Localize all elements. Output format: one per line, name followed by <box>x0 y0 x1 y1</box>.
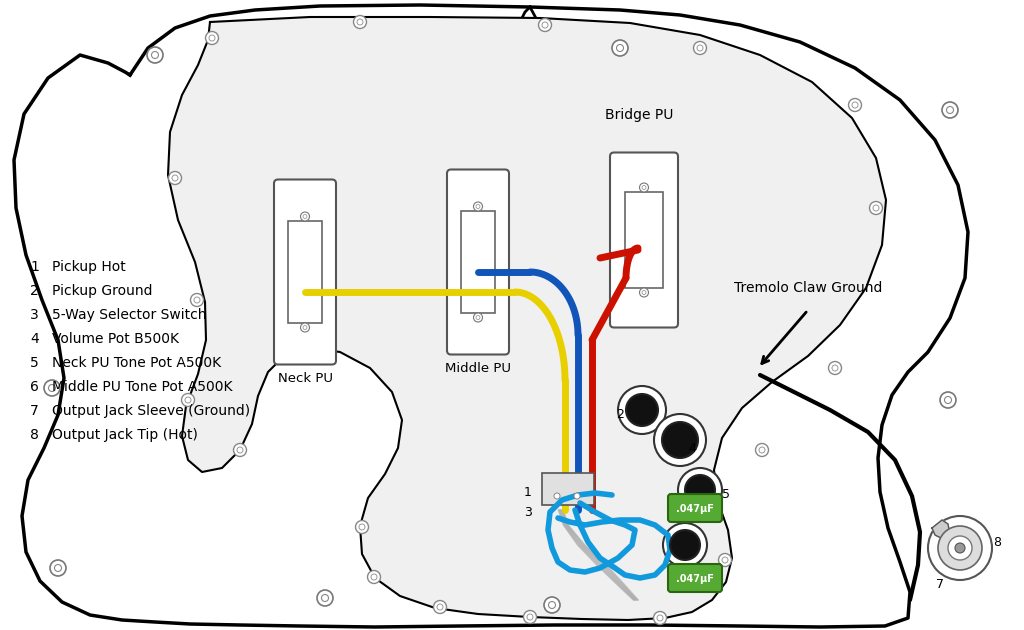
Circle shape <box>719 554 731 566</box>
Text: Neck PU: Neck PU <box>278 372 333 385</box>
Bar <box>461 211 495 313</box>
Text: Pickup Hot: Pickup Hot <box>52 260 126 274</box>
Circle shape <box>654 414 706 466</box>
Circle shape <box>368 571 381 583</box>
Circle shape <box>662 422 698 458</box>
Circle shape <box>317 590 333 606</box>
FancyBboxPatch shape <box>668 564 722 592</box>
Circle shape <box>233 444 247 457</box>
FancyBboxPatch shape <box>447 169 509 355</box>
Circle shape <box>693 42 707 55</box>
Circle shape <box>554 493 560 499</box>
Circle shape <box>544 597 560 613</box>
Circle shape <box>539 18 552 32</box>
Text: 6: 6 <box>30 380 39 394</box>
Text: Volume Pot B500K: Volume Pot B500K <box>52 332 179 346</box>
Polygon shape <box>168 17 886 620</box>
Circle shape <box>523 610 537 624</box>
Text: Output Jack Tip (Hot): Output Jack Tip (Hot) <box>52 428 198 442</box>
Circle shape <box>473 313 482 322</box>
Text: .047μF: .047μF <box>676 574 714 584</box>
Text: Pickup Ground: Pickup Ground <box>52 284 153 298</box>
FancyBboxPatch shape <box>274 180 336 365</box>
Text: Neck PU Tone Pot A500K: Neck PU Tone Pot A500K <box>52 356 221 370</box>
Circle shape <box>353 16 367 28</box>
Text: 1: 1 <box>524 486 532 498</box>
Text: 2: 2 <box>30 284 39 298</box>
Text: 7: 7 <box>936 578 944 591</box>
Circle shape <box>948 536 972 560</box>
Circle shape <box>169 171 181 185</box>
Circle shape <box>663 523 707 567</box>
FancyBboxPatch shape <box>668 494 722 522</box>
Circle shape <box>206 32 218 45</box>
Circle shape <box>685 475 715 505</box>
Circle shape <box>653 612 667 624</box>
Polygon shape <box>932 520 950 540</box>
Circle shape <box>849 98 861 112</box>
Circle shape <box>869 202 883 214</box>
Circle shape <box>928 516 992 580</box>
Text: 8: 8 <box>30 428 39 442</box>
Text: 3: 3 <box>30 308 39 322</box>
Circle shape <box>433 600 446 614</box>
Text: .047μF: .047μF <box>676 504 714 514</box>
Text: Middle PU Tone Pot A500K: Middle PU Tone Pot A500K <box>52 380 232 394</box>
Circle shape <box>828 362 842 374</box>
Polygon shape <box>14 5 968 627</box>
Circle shape <box>612 40 628 56</box>
Text: Output Jack Sleeve (Ground): Output Jack Sleeve (Ground) <box>52 404 250 418</box>
Circle shape <box>626 394 658 426</box>
Text: 3: 3 <box>524 507 532 520</box>
Text: 7: 7 <box>30 404 39 418</box>
Text: 5: 5 <box>30 356 39 370</box>
Bar <box>288 221 323 323</box>
Text: Tremolo Claw Ground: Tremolo Claw Ground <box>734 281 883 295</box>
Circle shape <box>147 47 163 63</box>
Text: 4: 4 <box>688 442 696 454</box>
Text: 2: 2 <box>616 408 624 421</box>
Circle shape <box>955 543 965 553</box>
Circle shape <box>618 386 666 434</box>
Circle shape <box>44 380 60 396</box>
Circle shape <box>300 323 309 332</box>
Bar <box>542 473 594 505</box>
Circle shape <box>640 288 648 297</box>
Text: Middle PU: Middle PU <box>445 362 511 375</box>
Circle shape <box>938 526 982 570</box>
Circle shape <box>190 294 204 307</box>
Text: 5-Way Selector Switch: 5-Way Selector Switch <box>52 308 207 322</box>
Circle shape <box>942 102 958 118</box>
Text: Bridge PU: Bridge PU <box>605 108 674 122</box>
Circle shape <box>640 183 648 192</box>
Text: 4: 4 <box>30 332 39 346</box>
Bar <box>626 192 663 288</box>
Circle shape <box>181 394 195 406</box>
Polygon shape <box>434 7 548 136</box>
Circle shape <box>670 530 700 560</box>
Circle shape <box>355 520 369 534</box>
Circle shape <box>940 392 956 408</box>
Text: 5: 5 <box>722 488 730 501</box>
Circle shape <box>300 212 309 221</box>
Circle shape <box>50 560 66 576</box>
Text: 8: 8 <box>993 537 1001 549</box>
FancyBboxPatch shape <box>610 152 678 328</box>
Text: 1: 1 <box>30 260 39 274</box>
Circle shape <box>473 202 482 211</box>
Circle shape <box>574 493 580 499</box>
Circle shape <box>678 468 722 512</box>
Circle shape <box>756 444 768 457</box>
